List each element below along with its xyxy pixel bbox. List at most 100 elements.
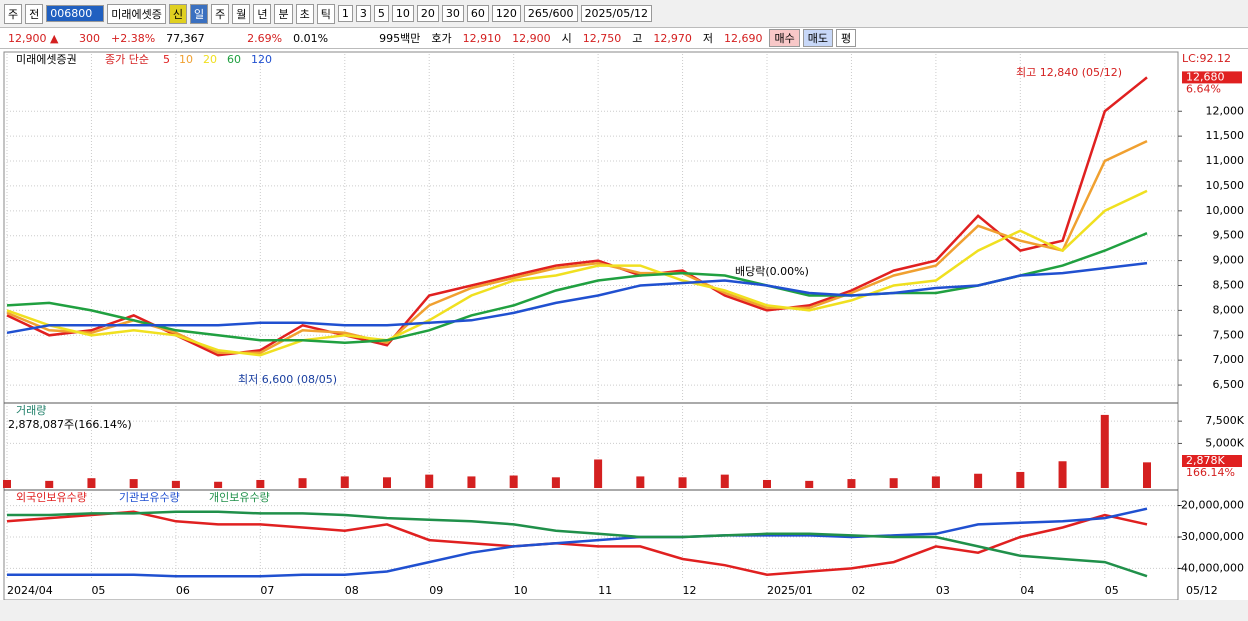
quote-item: 2.69% (247, 31, 283, 45)
lc-label: LC:92.12 (1182, 52, 1231, 65)
quote-item[interactable]: 매도 (802, 29, 833, 47)
bar (636, 476, 645, 488)
bar (214, 481, 223, 488)
series-line (6, 261, 1148, 335)
x-tick-label: 09 (429, 584, 443, 597)
quote-item: 0.01% (293, 31, 329, 45)
bar (1143, 462, 1151, 488)
y-tick-label: 11,500 (1206, 129, 1245, 142)
quote-item: 12,900 (512, 31, 551, 45)
legend-entry: 20 (203, 53, 217, 66)
y-tick-label: -40,000,000 (1177, 561, 1244, 574)
legend-entry: 5 (163, 53, 170, 66)
volume-box (1182, 455, 1242, 467)
bar (298, 478, 307, 488)
legend-title: 종가 단순 (105, 53, 149, 66)
toolbar-item[interactable]: 미래에셋증 (107, 3, 166, 24)
quote-bar: 12,900 ▲ 300 +2.38% 77,367 2.69% 0.01% 995백만 호가… (0, 28, 1248, 49)
bar (1016, 471, 1025, 488)
quote-item: 12,970 (653, 31, 692, 45)
series-line (6, 76, 1148, 357)
annotation: 배당락(0.00%) (735, 265, 809, 278)
bar (1058, 461, 1067, 488)
bar (509, 475, 518, 488)
price-label: 12,680 (1186, 70, 1225, 83)
y-tick-label: 7,500K (1205, 414, 1244, 427)
toolbar-item[interactable]: 월 (232, 3, 251, 24)
series-line (6, 232, 1148, 345)
series-line (6, 189, 1148, 357)
toolbar-item[interactable]: 신 (168, 3, 187, 24)
toolbar-item[interactable]: 265/600 (523, 5, 578, 22)
x-tick-label: 08 (345, 584, 359, 597)
toolbar-item[interactable]: 틱 (316, 3, 335, 24)
x-tick-label: 12 (683, 584, 697, 597)
quote-item: 12,750 (582, 31, 622, 45)
legend-entry: 10 (179, 53, 193, 66)
bar (594, 459, 603, 488)
change-label: 6.64% (1186, 82, 1221, 95)
toolbar-item[interactable]: 분 (274, 3, 293, 24)
toolbar-item[interactable]: 5 (373, 5, 389, 22)
bar (720, 474, 729, 488)
toolbar-item[interactable]: 30 (441, 5, 464, 22)
legend-entry: 기관보유수량 (119, 491, 180, 504)
bar (467, 476, 476, 488)
quote-item: 300 (79, 31, 100, 45)
bar (678, 477, 687, 488)
toolbar-item[interactable]: 1 (337, 5, 353, 22)
x-tick-label: 03 (936, 584, 950, 597)
annotation: 최고 12,840 (05/12) (1016, 66, 1122, 79)
bar (425, 474, 434, 488)
y-tick-label: 8,000 (1213, 303, 1245, 316)
date-label: 05/12 (1186, 584, 1218, 597)
y-tick-label: 7,500 (1213, 328, 1245, 341)
x-tick-label: 06 (176, 584, 190, 597)
toolbar-item[interactable]: 주 (4, 3, 23, 24)
toolbar-item[interactable]: 초 (295, 3, 314, 24)
price-box (1182, 71, 1242, 84)
legend-entry: 개인보유수량 (209, 491, 270, 504)
y-tick-label: 10,000 (1206, 204, 1245, 217)
legend-entry: 120 (251, 53, 272, 66)
toolbar-item[interactable]: 006800 (46, 5, 105, 22)
bar (129, 479, 138, 488)
quote-item[interactable]: 평 (835, 29, 857, 47)
toolbar-item[interactable]: 60 (466, 5, 489, 22)
bar (763, 479, 771, 488)
quote-item: 77,367 (166, 31, 205, 45)
ratio-label: 166.14% (1186, 466, 1235, 479)
annotation: 최저 6,600 (08/05) (238, 373, 337, 386)
bar (805, 480, 814, 488)
toolbar-item[interactable]: 120 (491, 5, 521, 22)
toolbar-item[interactable]: 일 (189, 3, 209, 24)
toolbar-item[interactable]: 3 (355, 5, 371, 22)
x-tick-label: 10 (514, 584, 528, 597)
y-tick-label: 7,000 (1213, 353, 1245, 366)
bar (889, 478, 898, 488)
toolbar-item[interactable]: 2025/05/12 (580, 5, 652, 22)
toolbar-item[interactable]: 전 (25, 3, 44, 24)
toolbar: 주 전 006800 미래에셋증 신 일 주 월 년 분 초 틱 1 3 5 10 20 30 60 120 265/6… (0, 0, 1248, 28)
quote-item: 12,900 ▲ (8, 31, 59, 45)
bar (974, 473, 983, 488)
quote-item[interactable]: 매수 (769, 29, 800, 47)
bar (383, 477, 391, 488)
quote-item: 995백만 (379, 32, 421, 45)
toolbar-item[interactable]: 20 (416, 5, 439, 22)
toolbar-item[interactable]: 주 (211, 3, 230, 24)
series-line (7, 507, 1148, 578)
y-tick-label: -20,000,000 (1177, 499, 1244, 512)
toolbar-item[interactable]: 년 (253, 3, 272, 24)
x-tick-label: 2025/01 (767, 584, 813, 597)
legend-entry: 60 (227, 53, 241, 66)
quote-item: 12,690 (723, 31, 763, 45)
toolbar-item[interactable]: 10 (391, 5, 414, 22)
series-line (6, 510, 1148, 576)
x-tick-label: 02 (851, 584, 865, 597)
bar (847, 479, 856, 488)
y-tick-label: 6,500 (1213, 378, 1245, 391)
y-tick-label: 10,500 (1206, 179, 1245, 192)
x-tick-label: 11 (598, 584, 612, 597)
